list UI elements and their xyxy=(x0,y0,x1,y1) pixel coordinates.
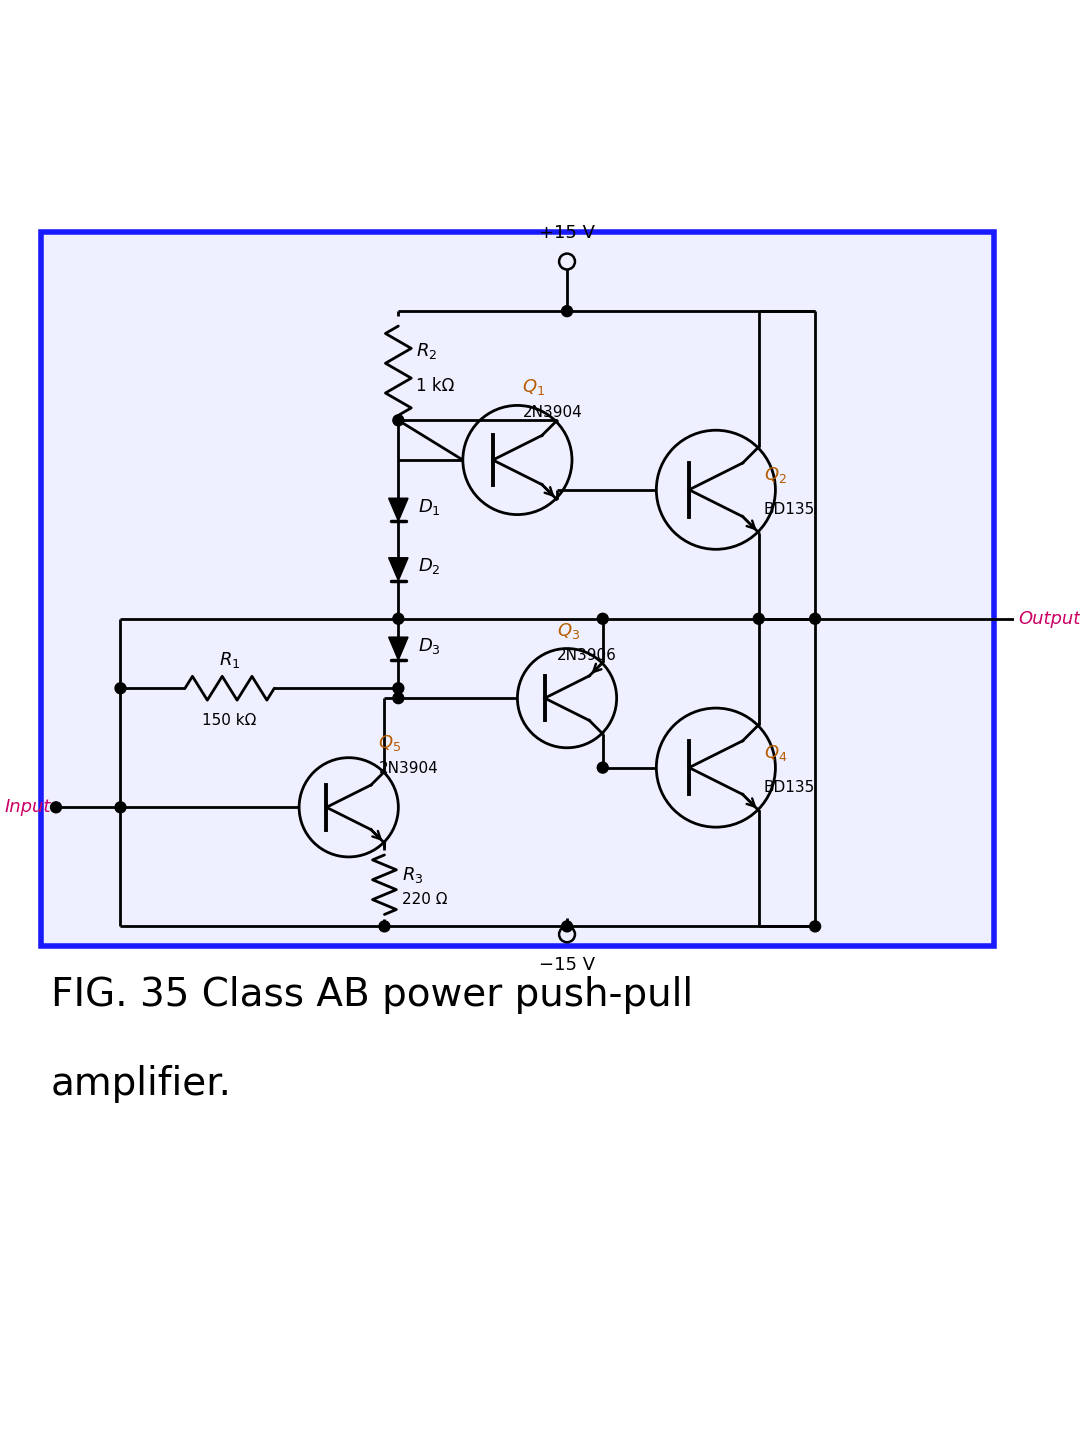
Text: $Q_2$: $Q_2$ xyxy=(764,465,786,485)
Circle shape xyxy=(116,801,126,813)
Text: 2N3904: 2N3904 xyxy=(523,405,582,421)
Polygon shape xyxy=(389,498,408,521)
Text: Output: Output xyxy=(1018,610,1080,628)
FancyBboxPatch shape xyxy=(41,231,994,946)
Circle shape xyxy=(562,920,572,932)
Text: 1 kΩ: 1 kΩ xyxy=(416,376,455,395)
Text: $D_1$: $D_1$ xyxy=(418,497,441,517)
Circle shape xyxy=(393,682,404,694)
Polygon shape xyxy=(389,557,408,580)
Polygon shape xyxy=(389,638,408,661)
Text: $D_3$: $D_3$ xyxy=(418,636,441,656)
Circle shape xyxy=(393,415,404,425)
Circle shape xyxy=(393,692,404,704)
Text: $Q_4$: $Q_4$ xyxy=(764,742,787,763)
Text: $R_1$: $R_1$ xyxy=(219,651,241,671)
Circle shape xyxy=(597,613,608,625)
Text: $D_2$: $D_2$ xyxy=(418,556,441,576)
Text: Input: Input xyxy=(4,798,51,816)
Text: +15 V: +15 V xyxy=(539,224,595,241)
Text: $R_3$: $R_3$ xyxy=(403,864,423,885)
Text: BD135: BD135 xyxy=(764,503,814,517)
Text: FIG. 35 Class AB power push-pull: FIG. 35 Class AB power push-pull xyxy=(51,976,693,1014)
Text: $Q_1$: $Q_1$ xyxy=(523,378,545,398)
Circle shape xyxy=(753,613,765,625)
Circle shape xyxy=(393,613,404,625)
Text: 2N3904: 2N3904 xyxy=(378,761,438,775)
Text: −15 V: −15 V xyxy=(539,956,595,974)
Text: amplifier.: amplifier. xyxy=(51,1066,232,1103)
Text: 150 kΩ: 150 kΩ xyxy=(202,714,257,728)
Circle shape xyxy=(116,682,126,694)
Text: $Q_3$: $Q_3$ xyxy=(557,620,580,640)
Circle shape xyxy=(562,306,572,316)
Circle shape xyxy=(597,763,608,773)
Circle shape xyxy=(379,920,390,932)
Text: BD135: BD135 xyxy=(764,780,814,796)
Text: $Q_5$: $Q_5$ xyxy=(378,732,402,752)
Text: $R_2$: $R_2$ xyxy=(416,340,437,360)
Text: 220 Ω: 220 Ω xyxy=(403,892,448,908)
Circle shape xyxy=(810,920,821,932)
Text: 2N3906: 2N3906 xyxy=(557,649,617,663)
Circle shape xyxy=(51,801,62,813)
Circle shape xyxy=(810,613,821,625)
